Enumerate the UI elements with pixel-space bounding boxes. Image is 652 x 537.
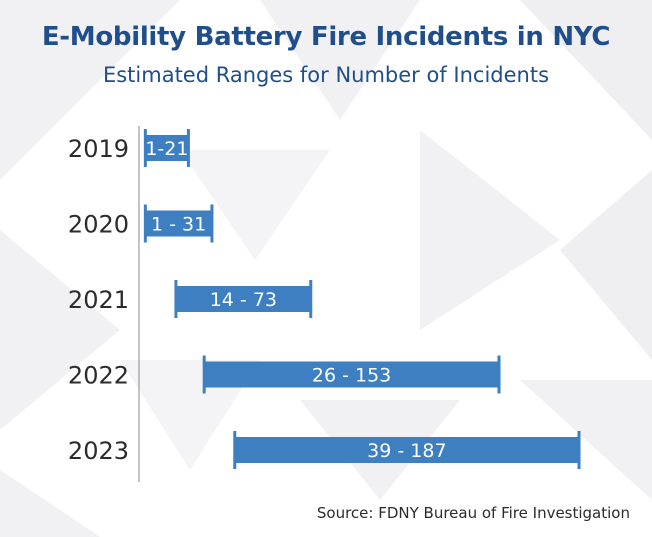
category-label-2020: 2020: [68, 211, 129, 239]
source-note: Source: FDNY Bureau of Fire Investigatio…: [316, 504, 630, 522]
range-start-cap-2020: [143, 204, 147, 243]
chart-subtitle: Estimated Ranges for Number of Incidents: [102, 63, 550, 87]
range-label-2023: 39 - 187: [367, 440, 446, 462]
category-label-2022: 2022: [68, 362, 129, 390]
range-start-cap-2022: [202, 355, 206, 394]
range-end-cap-2019: [186, 129, 190, 167]
category-label-2019: 2019: [68, 135, 129, 163]
range-bar-2019: [145, 135, 189, 161]
chart-title: E-Mobility Battery Fire Incidents in NYC: [41, 22, 611, 52]
range-end-cap-2021: [309, 280, 313, 318]
range-end-cap-2020: [210, 204, 214, 243]
range-start-cap-2021: [174, 280, 178, 318]
range-bar-2020: [145, 210, 212, 237]
category-label-2023: 2023: [68, 437, 129, 465]
range-bar-2021: [175, 286, 311, 312]
range-end-cap-2023: [577, 431, 581, 469]
range-start-cap-2019: [143, 129, 147, 167]
range-label-2019: 1-21: [145, 138, 188, 160]
range-start-cap-2023: [233, 431, 237, 469]
range-label-2020: 1 - 31: [151, 214, 206, 236]
range-bar-2023: [234, 437, 579, 463]
range-label-2022: 26 - 153: [312, 365, 391, 387]
range-label-2021: 14 - 73: [210, 289, 277, 311]
range-bar-2022: [204, 361, 500, 388]
category-label-2021: 2021: [68, 286, 129, 314]
range-end-cap-2022: [497, 355, 501, 394]
